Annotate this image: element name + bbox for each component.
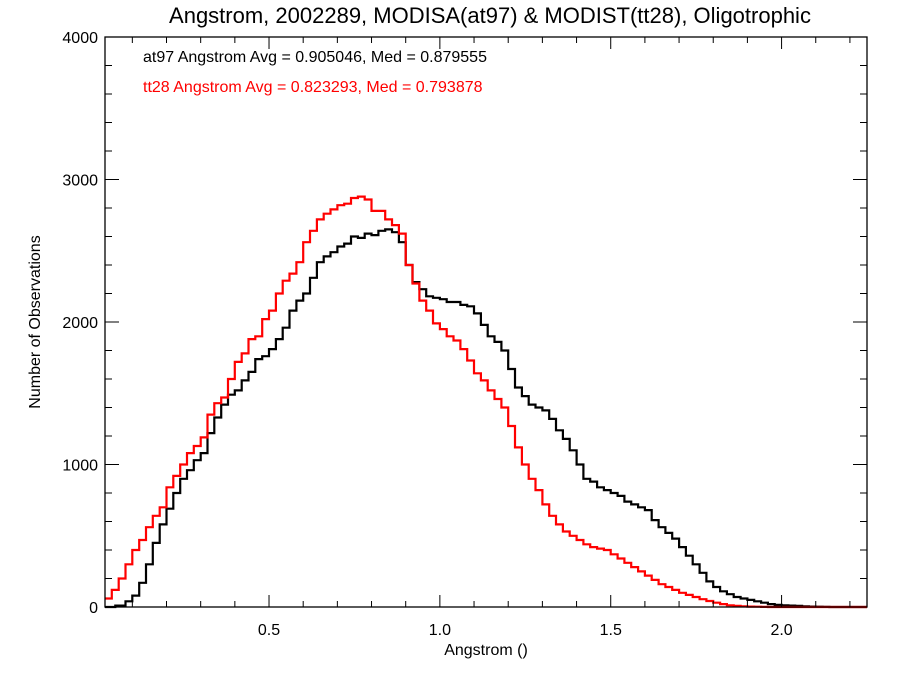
x-axis-label: Angstrom () [444, 642, 528, 659]
y-tick-label: 2000 [62, 315, 98, 332]
tick-layer: 0.5 1.0 1.5 2.0 0 1000 2000 3000 4000 [62, 30, 867, 639]
y-tick-label: 1000 [62, 458, 98, 475]
chart-title: Angstrom, 2002289, MODISA(at97) & MODIST… [169, 3, 811, 28]
y-tick-label: 0 [89, 600, 98, 617]
y-tick-label: 3000 [62, 173, 98, 190]
x-tick-label: 0.5 [258, 622, 280, 639]
y-tick-label: 4000 [62, 30, 98, 47]
series-layer [105, 195, 867, 609]
series-line-0 [105, 228, 867, 609]
x-tick-label: 1.0 [429, 622, 451, 639]
annotation-at97-stats: at97 Angstrom Avg = 0.905046, Med = 0.87… [143, 49, 487, 66]
y-axis-label: Number of Observations [27, 235, 44, 408]
annotation-tt28-stats: tt28 Angstrom Avg = 0.823293, Med = 0.79… [143, 79, 483, 96]
x-tick-label: 2.0 [770, 622, 792, 639]
x-tick-label: 1.5 [600, 622, 622, 639]
series-line-1 [105, 195, 867, 609]
